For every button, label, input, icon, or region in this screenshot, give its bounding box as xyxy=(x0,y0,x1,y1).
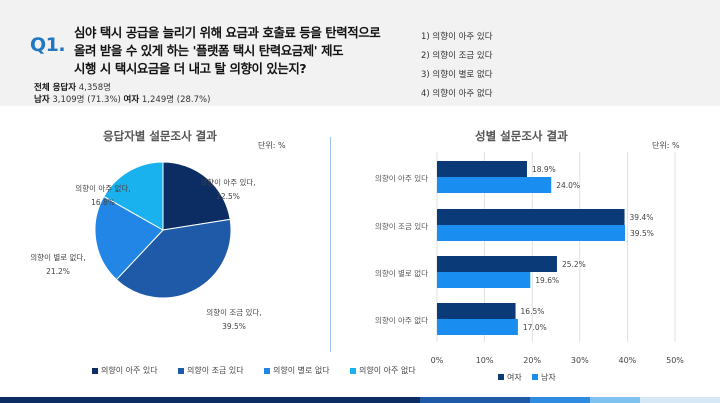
footer-segment xyxy=(530,397,590,403)
question-line: 시행 시 택시요금을 더 내고 탈 의향이 있는지? xyxy=(74,61,307,76)
gender-breakdown: 남자 3,109명 (71.3%) 여자 1,249명 (28.7%) xyxy=(34,93,210,105)
pie-slice-label: 의향이 별로 없다, xyxy=(30,252,85,262)
bar-data-label: 39.4% xyxy=(630,213,654,222)
pie-slice xyxy=(115,218,232,299)
question-line: 올려 받을 수 있게 하는 '플랫폼 택시 탄력요금제' 제도 xyxy=(74,43,344,58)
panel-divider xyxy=(330,137,331,352)
total-value: 4,358명 xyxy=(78,83,111,93)
pie-data-label: 39.5% xyxy=(222,322,246,331)
x-tick-label: 0% xyxy=(431,356,444,365)
bar-data-label: 16.5% xyxy=(521,307,545,316)
pie-unit-label: 단위: % xyxy=(258,141,286,150)
pie-legend-item: 의향이 아주 없다 xyxy=(350,365,430,376)
pie-legend-item: 의향이 별로 없다 xyxy=(264,365,344,376)
total-label: 전체 응답자 xyxy=(34,83,77,93)
category-label: 의향이 아주 있다 xyxy=(375,173,428,183)
pie-chart-title: 응답자별 설문조사 결과 xyxy=(103,129,217,143)
pie-legend-item: 의향이 아주 있다 xyxy=(92,365,172,376)
legend-label: 의향이 아주 있다 xyxy=(101,366,158,375)
legend-swatch xyxy=(498,374,504,380)
category-label: 의향이 아주 없다 xyxy=(375,315,428,325)
answer-option: 3) 의향이 별로 없다 xyxy=(421,70,493,80)
bar-data-label: 17.0% xyxy=(523,323,547,332)
pie-slice xyxy=(94,195,164,281)
question-line: 심야 택시 공급을 늘리기 위해 요금과 호출료 등을 탄력적으로 xyxy=(74,25,381,40)
pie-data-label: 22.5% xyxy=(216,192,240,201)
answer-options: 1) 의향이 아주 있다 2) 의향이 조금 있다 3) 의향이 별로 없다 4… xyxy=(421,30,493,106)
legend-swatch xyxy=(178,367,184,374)
pie-slice xyxy=(162,161,231,231)
legend-swatch xyxy=(92,367,98,374)
x-tick-label: 40% xyxy=(619,356,637,365)
question-text: 심야 택시 공급을 늘리기 위해 요금과 호출료 등을 탄력적으로 올려 받을 … xyxy=(74,24,419,78)
category-label: 의향이 조금 있다 xyxy=(375,221,428,231)
pie-slice-label: 의향이 아주 있다, xyxy=(200,177,255,187)
pie-legend-item: 의향이 조금 있다 xyxy=(178,365,258,376)
footer-segment xyxy=(640,397,720,403)
answer-option: 1) 의향이 아주 있다 xyxy=(421,32,493,42)
bar-data-label: 18.9% xyxy=(532,165,556,174)
bar xyxy=(437,256,557,272)
legend-swatch xyxy=(264,367,270,374)
pie-data-label: 21.2% xyxy=(46,267,70,276)
pie-slice-label: 의향이 아주 없다, xyxy=(75,183,130,193)
female-value: 1,249명 (28.7%) xyxy=(141,95,211,105)
pie-slice-label: 의향이 조금 있다, xyxy=(206,307,261,317)
footer-segment xyxy=(590,397,640,403)
bar xyxy=(437,177,552,193)
legend-label: 의향이 아주 없다 xyxy=(359,366,416,375)
bar xyxy=(437,303,516,319)
total-respondents: 전체 응답자 4,358명 xyxy=(34,81,111,93)
bar xyxy=(437,272,531,288)
bar xyxy=(437,319,518,335)
bar-data-label: 39.5% xyxy=(630,229,654,238)
category-label: 의향이 별로 없다 xyxy=(375,268,428,278)
bar-unit-label: 단위: % xyxy=(652,141,680,150)
male-label: 남자 xyxy=(34,95,50,105)
legend-label: 의향이 별로 없다 xyxy=(273,366,330,375)
bar xyxy=(437,225,626,241)
footer-segment xyxy=(420,397,530,403)
male-value: 3,109명 (71.3%) xyxy=(52,95,121,105)
pie-slice xyxy=(103,161,164,231)
pie-legend: 의향이 아주 있다 의향이 조금 있다 의향이 별로 없다 의향이 아주 없다 xyxy=(92,355,416,376)
x-tick-label: 30% xyxy=(571,356,589,365)
bar xyxy=(437,209,625,225)
female-label: 여자 xyxy=(123,95,140,105)
answer-option: 2) 의향이 조금 있다 xyxy=(421,51,493,61)
question-number: Q1. xyxy=(30,34,66,56)
pie-chart: 의향이 아주 있다, 22.5% 의향이 조금 있다, 39.5% 의향이 별로 없다,… xyxy=(30,161,262,331)
bar-data-label: 24.0% xyxy=(556,181,580,190)
bar xyxy=(437,161,527,177)
x-tick-label: 20% xyxy=(523,356,541,365)
legend-label: 의향이 조금 있다 xyxy=(187,366,244,375)
x-tick-label: 10% xyxy=(476,356,494,365)
x-tick-label: 50% xyxy=(666,356,684,365)
answer-option: 4) 의향이 아주 없다 xyxy=(421,89,493,99)
bar-data-label: 19.6% xyxy=(535,276,559,285)
footer-segment xyxy=(0,397,420,403)
legend-swatch xyxy=(532,374,538,380)
bar-data-label: 25.2% xyxy=(562,260,586,269)
pie-data-label: 16.8% xyxy=(91,198,115,207)
bar-chart-title: 성별 설문조사 결과 xyxy=(475,129,568,143)
question-header: Q1. 심야 택시 공급을 늘리기 위해 요금과 호출료 등을 탄력적으로 올려… xyxy=(0,0,720,106)
bar-legend-label: 남자 xyxy=(541,373,556,382)
bar-legend-label: 여자 xyxy=(507,372,522,382)
bar-chart: 0% 10% 20% 30% 40% 50% 의향이 아주 있다 18.9%24.0% 의향이 … xyxy=(375,152,684,382)
legend-swatch xyxy=(350,367,356,374)
